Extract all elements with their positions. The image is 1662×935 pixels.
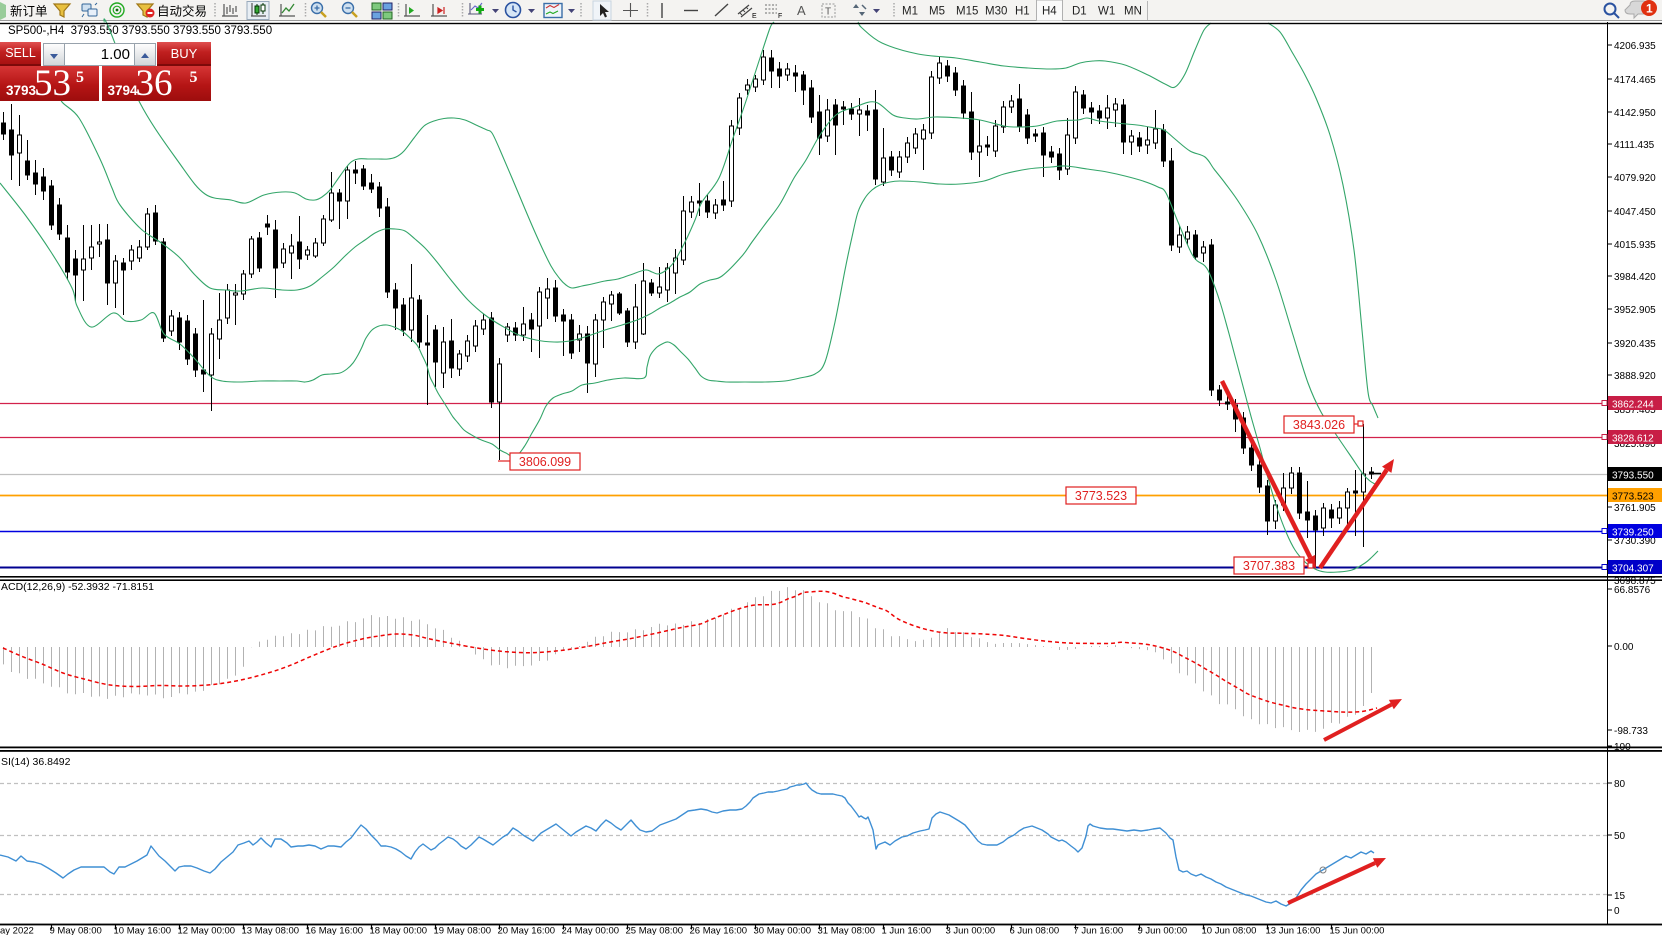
svg-text:9 May 08:00: 9 May 08:00: [50, 926, 102, 935]
svg-text:16 May 16:00: 16 May 16:00: [306, 926, 364, 935]
svg-text:6 Jun 08:00: 6 Jun 08:00: [1010, 926, 1060, 935]
svg-text:3828.612: 3828.612: [1612, 434, 1654, 445]
svg-text:M1: M1: [902, 6, 918, 18]
svg-text:新订单: 新订单: [10, 4, 48, 19]
svg-text:13 May 08:00: 13 May 08:00: [242, 926, 300, 935]
svg-text:3862.244: 3862.244: [1612, 400, 1654, 411]
svg-text:4079.920: 4079.920: [1614, 173, 1656, 184]
svg-text:24 May 00:00: 24 May 00:00: [562, 926, 620, 935]
svg-text:F: F: [778, 13, 782, 20]
svg-text:20 May 16:00: 20 May 16:00: [498, 926, 556, 935]
svg-text:3825.890: 3825.890: [1614, 439, 1656, 450]
svg-text:3843.026: 3843.026: [1293, 418, 1345, 432]
svg-text:3806.099: 3806.099: [519, 455, 571, 469]
svg-text:3984.420: 3984.420: [1614, 272, 1656, 283]
svg-text:3888.920: 3888.920: [1614, 371, 1656, 382]
svg-text:ay 2022: ay 2022: [0, 926, 34, 935]
svg-text:ACD(12,26,9) -52.3932 -71.8151: ACD(12,26,9) -52.3932 -71.8151: [1, 581, 154, 593]
svg-text:3793.550: 3793.550: [1612, 471, 1654, 482]
svg-text:25 May 08:00: 25 May 08:00: [626, 926, 684, 935]
svg-text:3857.405: 3857.405: [1614, 405, 1656, 416]
svg-text:9 Jun 00:00: 9 Jun 00:00: [1138, 926, 1188, 935]
svg-text:4047.450: 4047.450: [1614, 207, 1656, 218]
svg-text:12 May 00:00: 12 May 00:00: [178, 926, 236, 935]
svg-text:3920.435: 3920.435: [1614, 339, 1656, 350]
svg-text:15 Jun 00:00: 15 Jun 00:00: [1330, 926, 1385, 935]
svg-text:M15: M15: [956, 6, 978, 18]
svg-text:SI(14) 36.8492: SI(14) 36.8492: [1, 756, 71, 768]
svg-text:4174.465: 4174.465: [1614, 75, 1656, 86]
svg-text:3730.390: 3730.390: [1614, 536, 1656, 547]
svg-text:4015.935: 4015.935: [1614, 240, 1656, 251]
svg-text:50: 50: [1614, 831, 1626, 842]
svg-text:13 Jun 16:00: 13 Jun 16:00: [1266, 926, 1321, 935]
svg-text:M5: M5: [929, 6, 945, 18]
svg-text:80: 80: [1614, 779, 1626, 790]
svg-text:26 May 16:00: 26 May 16:00: [690, 926, 748, 935]
svg-text:10 May 16:00: 10 May 16:00: [114, 926, 172, 935]
svg-text:15: 15: [1614, 891, 1626, 902]
svg-text:MN: MN: [1124, 6, 1142, 18]
svg-text:4142.950: 4142.950: [1614, 108, 1656, 119]
svg-text:H1: H1: [1015, 6, 1030, 18]
svg-text:0.00: 0.00: [1614, 642, 1634, 653]
svg-text:1: 1: [1646, 2, 1653, 16]
svg-text:100: 100: [1614, 742, 1631, 753]
svg-text:0: 0: [1614, 906, 1620, 917]
svg-text:7 Jun 16:00: 7 Jun 16:00: [1074, 926, 1124, 935]
svg-text:3698.875: 3698.875: [1614, 576, 1656, 587]
svg-text:3952.905: 3952.905: [1614, 305, 1656, 316]
svg-text:M30: M30: [985, 6, 1007, 18]
svg-text:19 May 08:00: 19 May 08:00: [434, 926, 492, 935]
svg-text:T: T: [825, 7, 831, 18]
svg-text:31 May 08:00: 31 May 08:00: [818, 926, 876, 935]
svg-text:A: A: [797, 3, 806, 18]
svg-text:30 May 00:00: 30 May 00:00: [754, 926, 812, 935]
svg-text:18 May 00:00: 18 May 00:00: [370, 926, 428, 935]
svg-text:3773.523: 3773.523: [1075, 489, 1127, 503]
svg-text:-98.733: -98.733: [1614, 726, 1648, 737]
svg-text:3707.383: 3707.383: [1243, 559, 1295, 573]
svg-text:E: E: [752, 13, 757, 20]
svg-text:3761.905: 3761.905: [1614, 503, 1656, 514]
svg-text:1 Jun 16:00: 1 Jun 16:00: [882, 926, 932, 935]
svg-text:4206.935: 4206.935: [1614, 41, 1656, 52]
svg-text:10 Jun 08:00: 10 Jun 08:00: [1202, 926, 1257, 935]
svg-text:自动交易: 自动交易: [157, 4, 207, 19]
svg-text:D1: D1: [1072, 6, 1087, 18]
svg-text:66.8576: 66.8576: [1614, 585, 1651, 596]
svg-text:3704.307: 3704.307: [1612, 564, 1654, 575]
svg-text:4111.435: 4111.435: [1614, 140, 1655, 151]
svg-text:3773.523: 3773.523: [1612, 492, 1654, 503]
svg-text:3739.250: 3739.250: [1612, 528, 1654, 539]
svg-text:W1: W1: [1098, 6, 1115, 18]
svg-text:H4: H4: [1042, 6, 1057, 18]
svg-text:3 Jun 00:00: 3 Jun 00:00: [946, 926, 996, 935]
